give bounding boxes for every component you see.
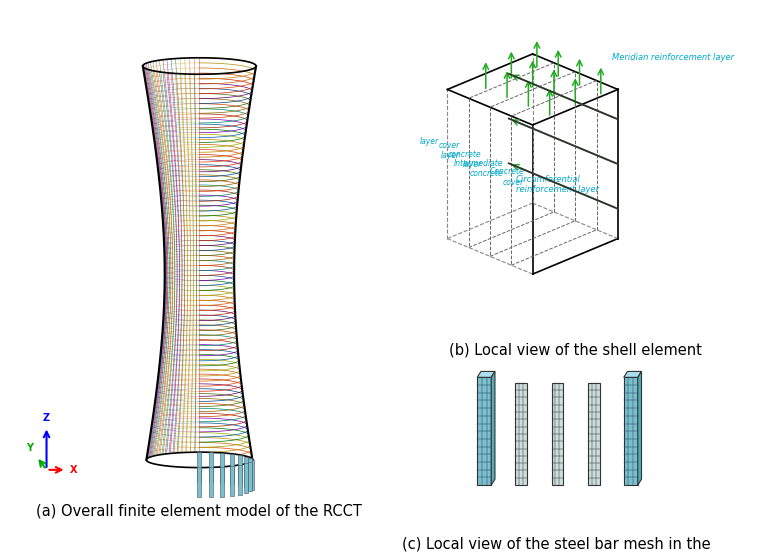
- FancyBboxPatch shape: [249, 460, 254, 490]
- Text: Y: Y: [26, 443, 33, 453]
- Text: layer: layer: [420, 137, 439, 146]
- FancyBboxPatch shape: [230, 454, 234, 484]
- Polygon shape: [146, 452, 252, 468]
- FancyBboxPatch shape: [197, 467, 202, 497]
- FancyBboxPatch shape: [238, 465, 242, 494]
- FancyBboxPatch shape: [209, 467, 213, 497]
- Text: Intermediate
concrete: Intermediate concrete: [453, 159, 503, 178]
- Text: concrete
layer: concrete layer: [448, 150, 482, 169]
- Polygon shape: [491, 372, 495, 485]
- Text: cover
layer: cover layer: [439, 141, 460, 160]
- Polygon shape: [624, 372, 641, 377]
- FancyBboxPatch shape: [197, 452, 202, 482]
- Bar: [551, 383, 564, 485]
- FancyBboxPatch shape: [220, 453, 224, 483]
- FancyBboxPatch shape: [220, 467, 224, 497]
- FancyBboxPatch shape: [209, 452, 213, 482]
- Text: Meridian reinforcement layer: Meridian reinforcement layer: [612, 53, 734, 62]
- FancyBboxPatch shape: [248, 458, 252, 488]
- FancyBboxPatch shape: [244, 463, 249, 493]
- Bar: [477, 377, 491, 485]
- Polygon shape: [637, 372, 641, 485]
- FancyBboxPatch shape: [230, 466, 234, 495]
- Text: Circumferential
reinforcement layer: Circumferential reinforcement layer: [516, 175, 599, 194]
- Bar: [515, 383, 527, 485]
- Bar: [624, 377, 637, 485]
- Polygon shape: [477, 372, 495, 377]
- Text: X: X: [70, 465, 77, 475]
- Text: (c) Local view of the steel bar mesh in the
supported column: (c) Local view of the steel bar mesh in …: [402, 537, 711, 553]
- Bar: [588, 383, 600, 485]
- Text: (b) Local view of the shell element: (b) Local view of the shell element: [449, 342, 702, 357]
- FancyBboxPatch shape: [238, 455, 242, 485]
- Text: (a) Overall finite element model of the RCCT: (a) Overall finite element model of the …: [37, 503, 362, 518]
- Text: Concrete
cover: Concrete cover: [489, 168, 524, 187]
- FancyBboxPatch shape: [248, 462, 252, 492]
- Text: Z: Z: [43, 413, 50, 423]
- FancyBboxPatch shape: [244, 457, 249, 487]
